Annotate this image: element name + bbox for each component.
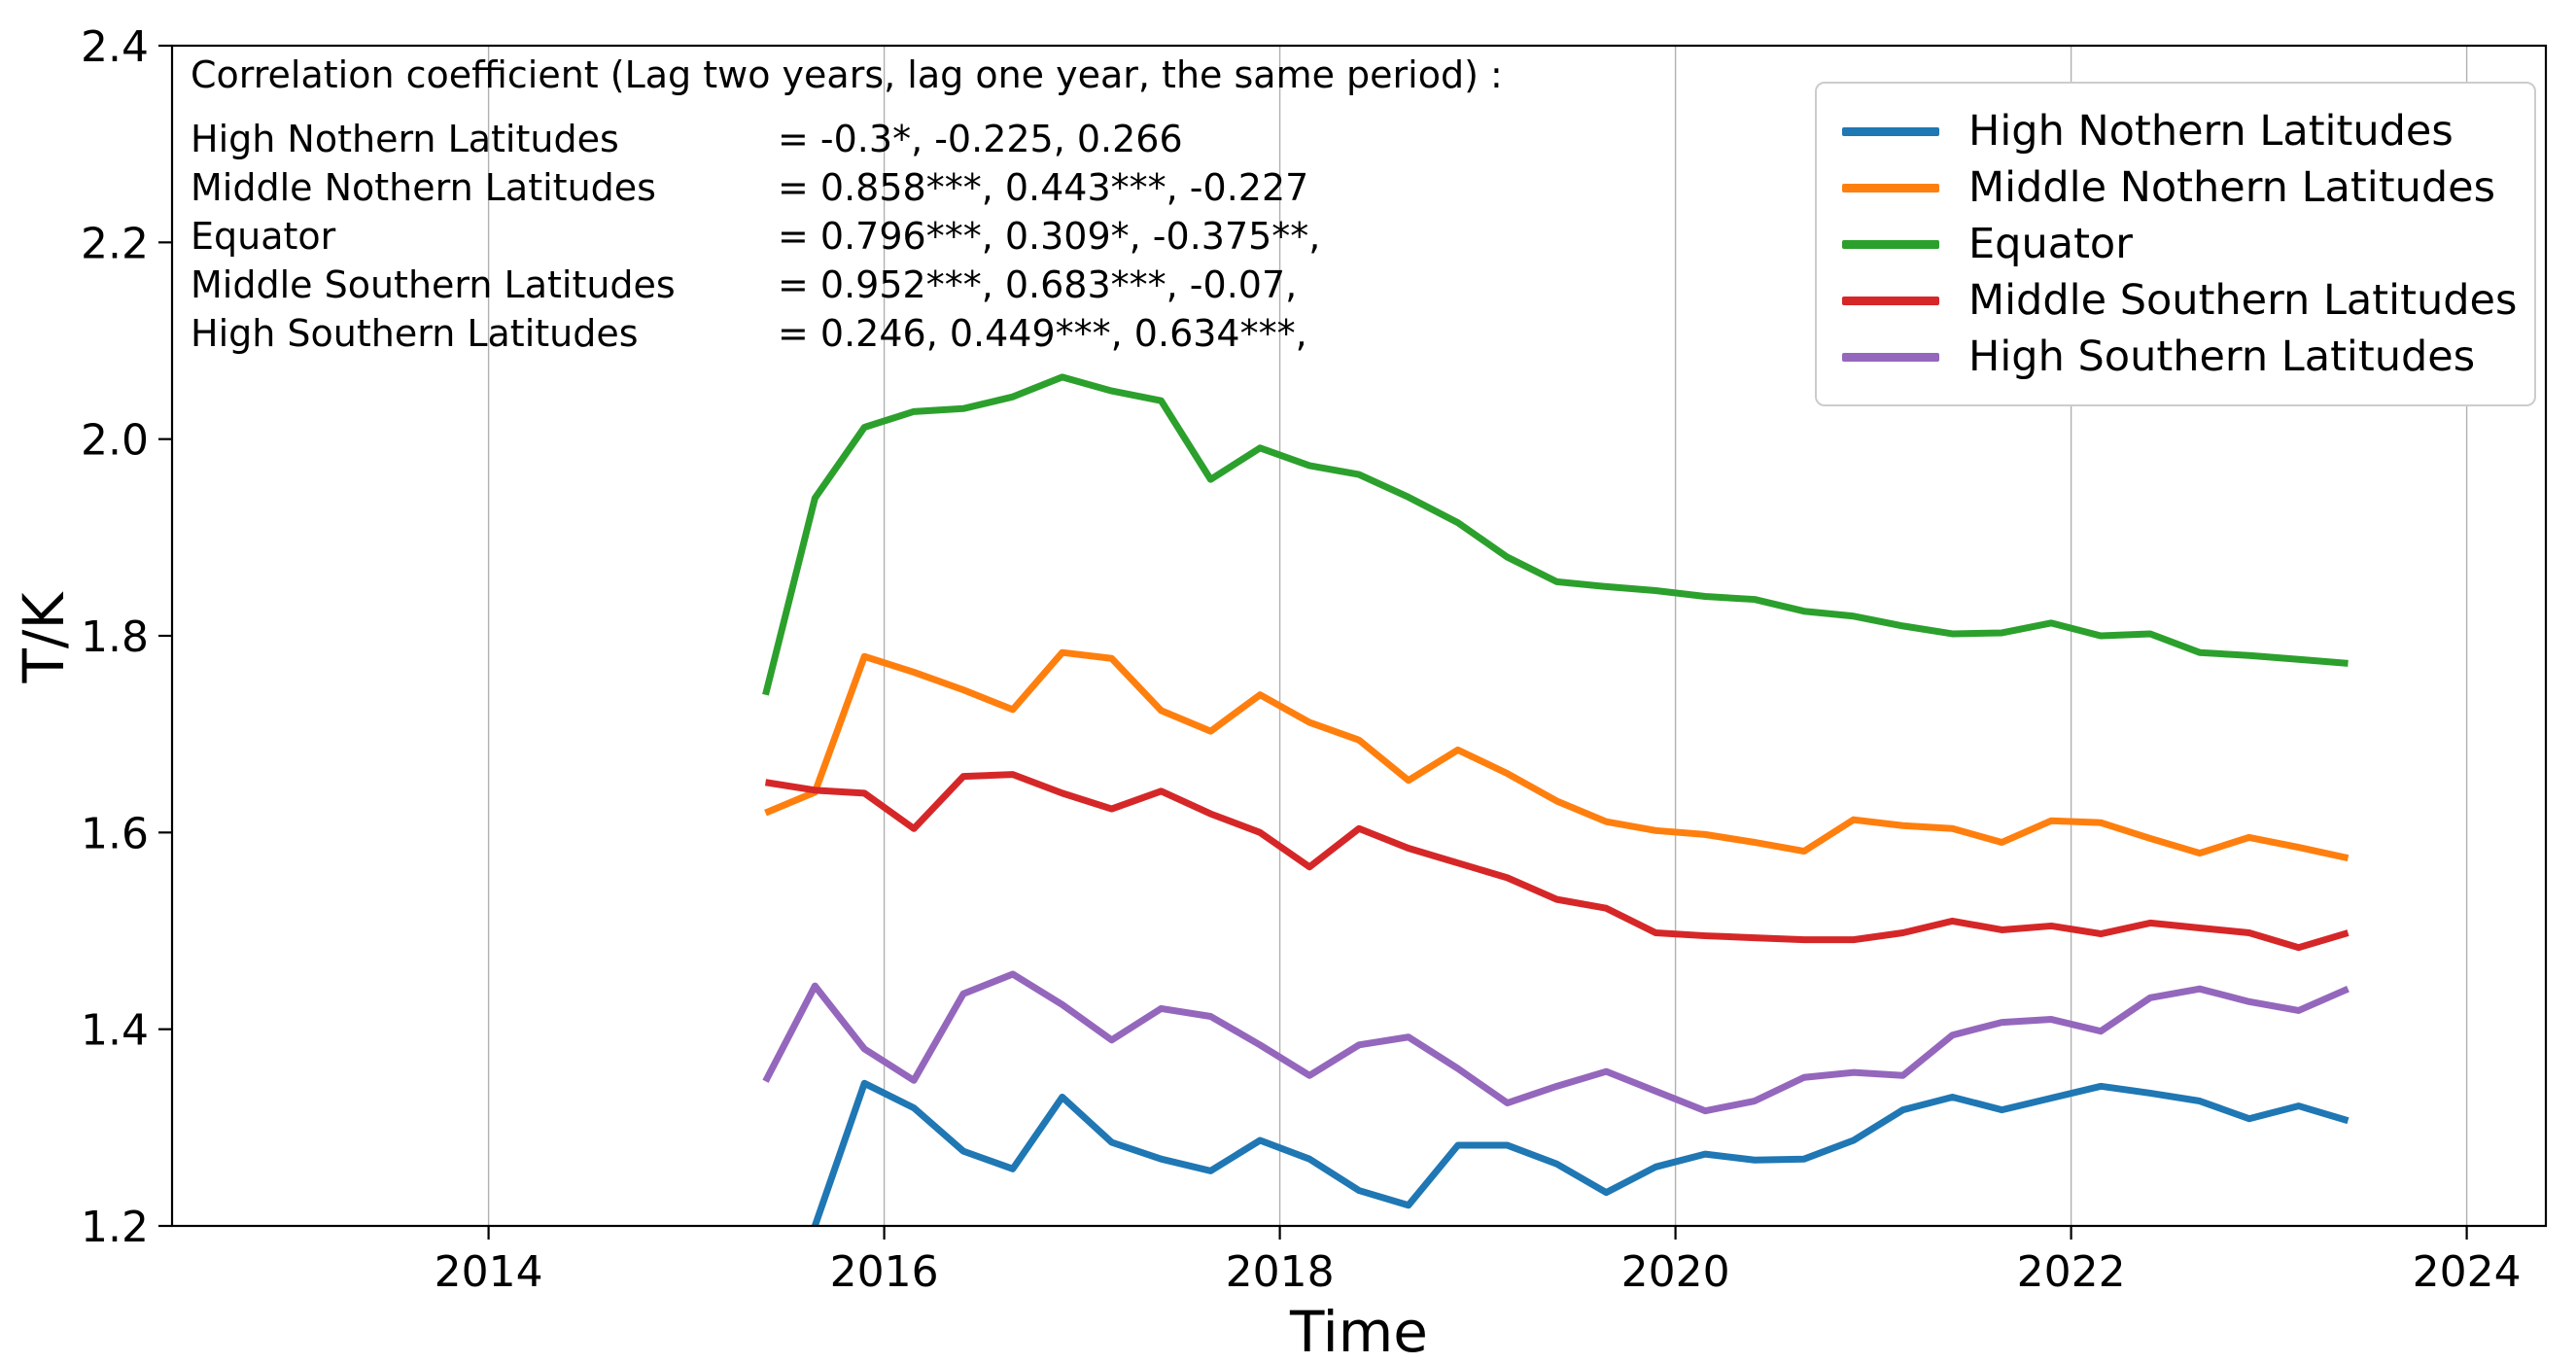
correlation-row: High Nothern Latitudes = -0.3*, -0.225, 0…: [191, 115, 1503, 163]
series-line-middle-southern-latitudes: [764, 771, 2350, 952]
correlation-annotation-header: Correlation coefficient (Lag two years, …: [191, 53, 1503, 96]
x-tick-label-2022: 2022: [2017, 1247, 2126, 1297]
correlation-row-label: Middle Nothern Latitudes: [191, 166, 656, 209]
legend-swatch: [1842, 126, 1939, 136]
legend-item-equator: Equator: [1842, 216, 2509, 272]
y-tick-label-2: 2.0: [81, 416, 149, 466]
correlation-row: High Southern Latitudes = 0.246, 0.449***…: [191, 309, 1503, 358]
y-tick-label-2.4: 2.4: [81, 22, 149, 72]
correlation-annotation-rows: High Nothern Latitudes = -0.3*, -0.225, 0…: [191, 115, 1503, 358]
legend-swatch: [1842, 296, 1939, 305]
y-axis-title: T/K: [11, 592, 77, 683]
series-line-high-southern-latitudes: [762, 970, 2350, 1115]
correlation-row-label: High Nothern Latitudes: [191, 118, 619, 160]
legend-label: High Nothern Latitudes: [1968, 107, 2454, 156]
x-tick-label-2016: 2016: [830, 1247, 939, 1297]
correlation-row-values: = 0.952***, 0.683***, -0.07,: [778, 263, 1298, 306]
legend-item-middle-southern-latitudes: Middle Southern Latitudes: [1842, 272, 2517, 329]
legend-item-high-nothern-latitudes: High Nothern Latitudes: [1842, 103, 2509, 159]
y-tick-label-1.8: 1.8: [81, 612, 149, 662]
x-tick-label-2018: 2018: [1226, 1247, 1335, 1297]
legend-label: Equator: [1968, 220, 2133, 268]
correlation-row: Middle Nothern Latitudes = 0.858***, 0.44…: [191, 163, 1503, 212]
correlation-row-values: = -0.3*, -0.225, 0.266: [778, 118, 1183, 160]
series-line-equator: [762, 373, 2349, 696]
y-tick-label-1.6: 1.6: [81, 809, 149, 858]
y-tick-label-1.2: 1.2: [81, 1203, 149, 1252]
correlation-annotation: Correlation coefficient (Lag two years, …: [191, 51, 1503, 358]
correlation-row-label: Middle Southern Latitudes: [191, 263, 676, 306]
x-tick-label-2020: 2020: [1621, 1247, 1730, 1297]
legend-item-high-southern-latitudes: High Southern Latitudes: [1842, 329, 2509, 385]
legend-label: High Southern Latitudes: [1968, 332, 2476, 381]
legend-swatch: [1842, 352, 1939, 362]
x-axis-title: Time: [1290, 1299, 1428, 1363]
legend-label: Middle Nothern Latitudes: [1968, 163, 2495, 212]
y-tick-label-1.4: 1.4: [81, 1006, 149, 1056]
legend: High Nothern Latitudes Middle Nothern Lat…: [1815, 82, 2536, 406]
correlation-row-label: High Southern Latitudes: [191, 312, 639, 355]
x-tick-label-2024: 2024: [2413, 1247, 2522, 1297]
correlation-row-label: Equator: [191, 215, 336, 258]
legend-item-middle-nothern-latitudes: Middle Nothern Latitudes: [1842, 159, 2509, 216]
correlation-row: Equator = 0.796***, 0.309*, -0.375**,: [191, 212, 1503, 261]
x-tick-label-2014: 2014: [435, 1247, 543, 1297]
correlation-row-values: = 0.858***, 0.443***, -0.227: [778, 166, 1309, 209]
correlation-row-values: = 0.796***, 0.309*, -0.375**,: [778, 215, 1321, 258]
legend-swatch: [1842, 239, 1939, 249]
legend-label: Middle Southern Latitudes: [1968, 276, 2518, 325]
correlation-row: Middle Southern Latitudes = 0.952***, 0.6…: [191, 261, 1503, 309]
y-tick-label-2.2: 2.2: [81, 219, 149, 268]
series-group: [762, 373, 2350, 1226]
series-line-high-nothern-latitudes: [811, 1079, 2350, 1226]
correlation-row-values: = 0.246, 0.449***, 0.634***,: [778, 312, 1307, 355]
series-line-middle-nothern-latitudes: [764, 648, 2350, 862]
legend-swatch: [1842, 183, 1939, 192]
